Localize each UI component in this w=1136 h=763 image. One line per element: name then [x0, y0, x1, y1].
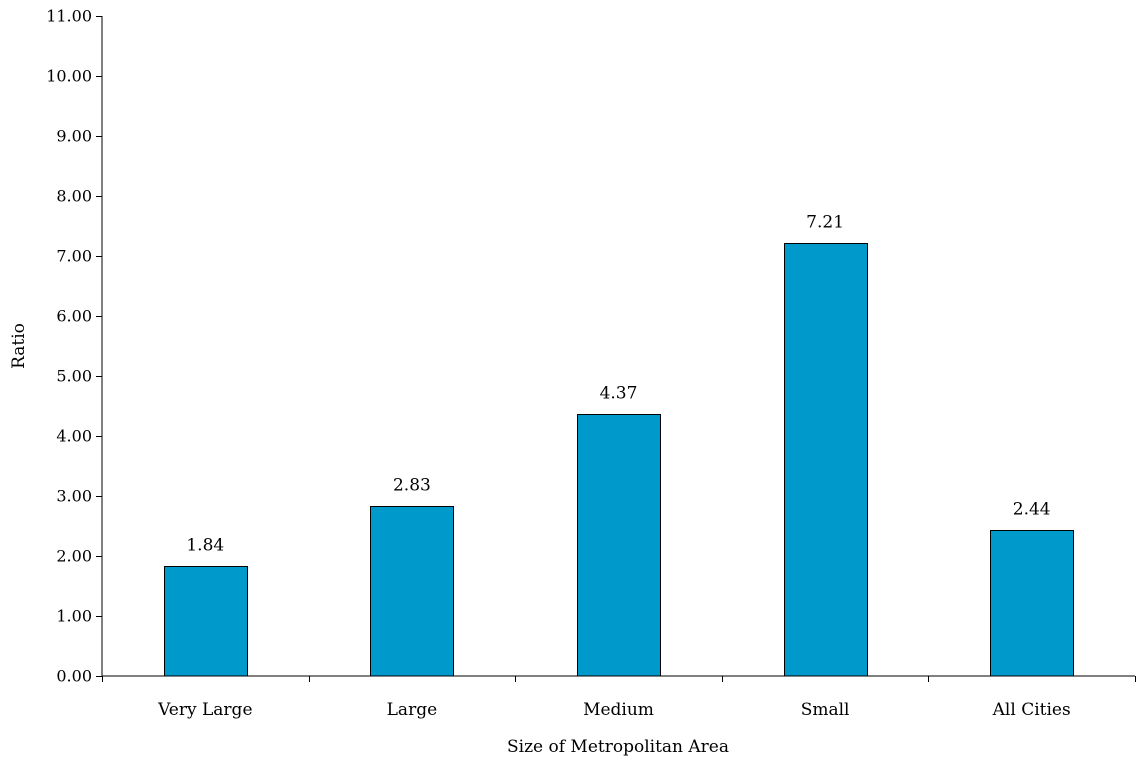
data-label: 1.84 — [186, 536, 224, 556]
y-tick-label: 3.00 — [56, 487, 92, 506]
data-label: 2.83 — [393, 476, 431, 496]
y-tick-label: 4.00 — [56, 427, 92, 446]
bar — [576, 413, 662, 677]
x-axis-ticks — [102, 676, 1136, 682]
category-label: Very Large — [157, 700, 252, 720]
category-label: Medium — [583, 700, 654, 720]
bar — [369, 505, 455, 677]
y-tick-label: 1.00 — [56, 607, 92, 626]
y-tick-label: 9.00 — [56, 127, 92, 146]
data-labels-group: 1.84 2.83 4.37 7.21 2.44 — [186, 213, 1050, 556]
y-tick-label: 0.00 — [56, 667, 92, 686]
x-axis-title: Size of Metropolitan Area — [507, 737, 729, 757]
y-tick-label: 7.00 — [56, 247, 92, 266]
y-tick-label: 2.00 — [56, 547, 92, 566]
bar — [783, 242, 869, 677]
y-tick-label: 10.00 — [46, 67, 92, 86]
y-axis-title: Ratio — [9, 323, 29, 369]
bar — [163, 565, 249, 677]
y-tick-label: 6.00 — [56, 307, 92, 326]
data-label: 2.44 — [1013, 500, 1051, 520]
category-label: Large — [387, 700, 438, 720]
data-label: 7.21 — [806, 213, 844, 233]
bars-group — [163, 242, 1075, 677]
y-tick-label: 5.00 — [56, 367, 92, 386]
y-tick-label: 8.00 — [56, 187, 92, 206]
data-label: 4.37 — [600, 384, 638, 404]
category-labels-group: Very Large Large Medium Small All Cities — [157, 700, 1071, 720]
category-label: Small — [801, 700, 850, 720]
y-axis-ticks: 0.00 1.00 2.00 3.00 4.00 5.00 6.00 7.00 8.00 9.00… — [46, 7, 102, 686]
y-tick-label: 11.00 — [46, 7, 92, 26]
bar — [989, 529, 1075, 677]
category-label: All Cities — [992, 700, 1071, 720]
